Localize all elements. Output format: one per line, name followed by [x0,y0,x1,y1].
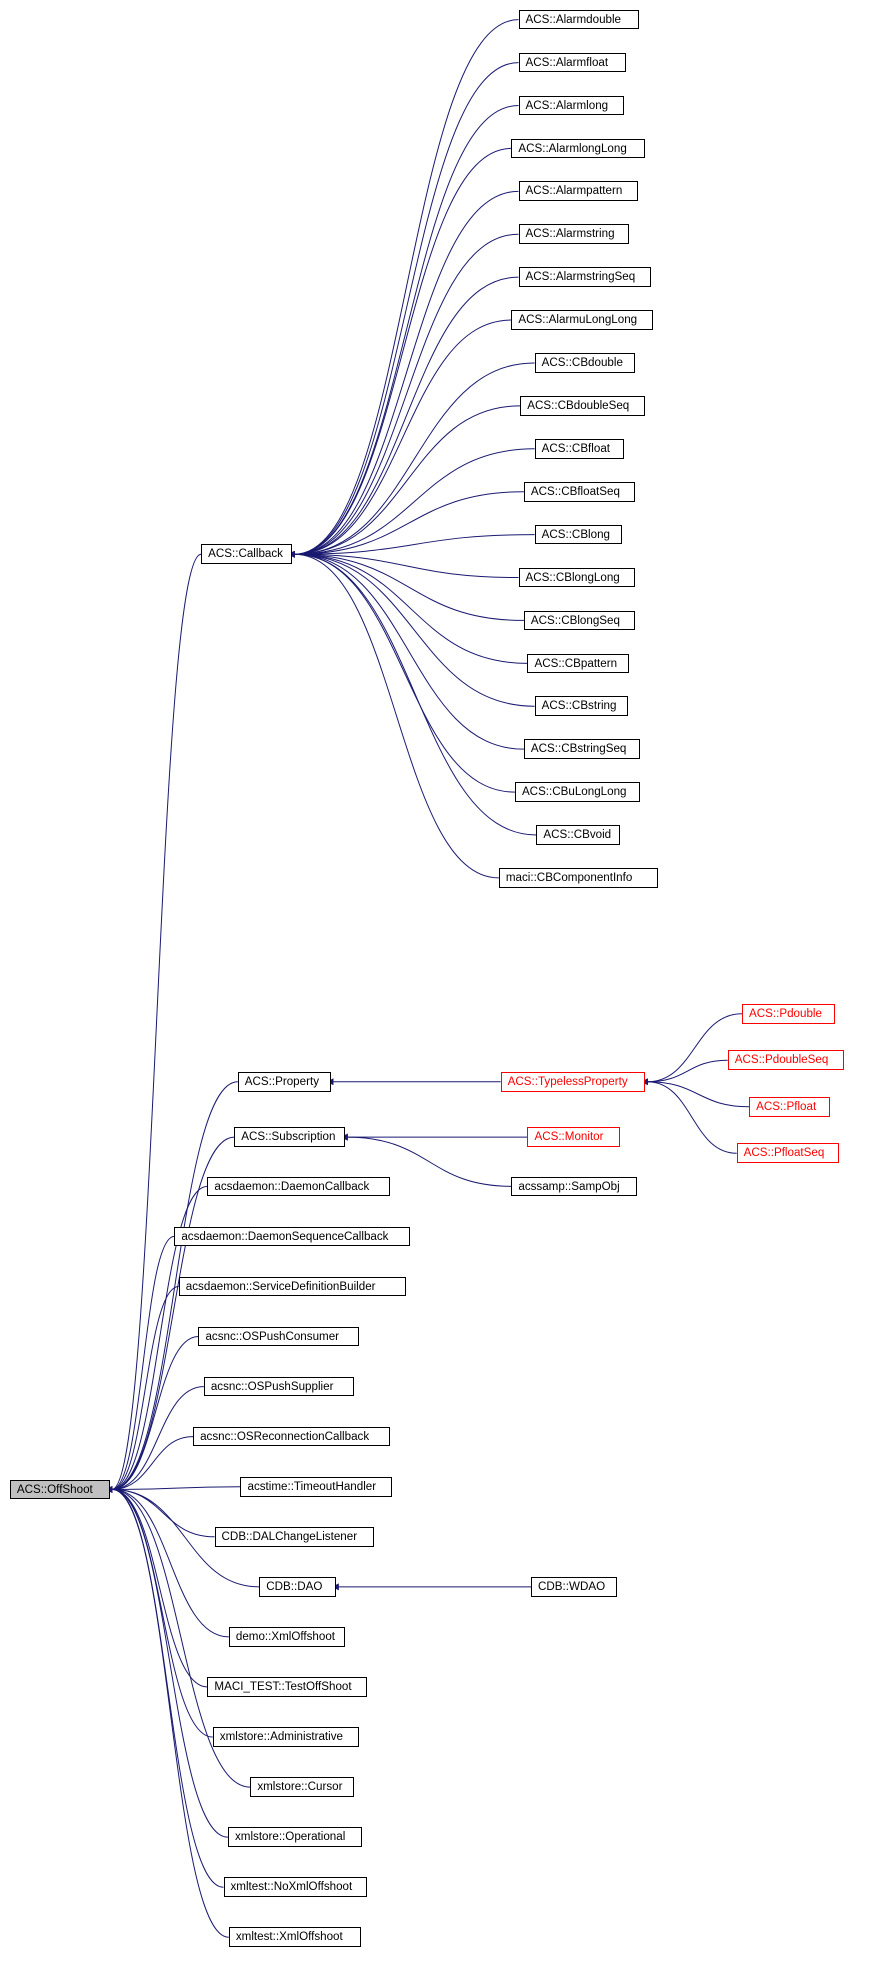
class-node-ospushsupplier[interactable]: acsnc::OSPushSupplier [204,1377,354,1397]
class-node-cbvoid[interactable]: ACS::CBvoid [536,825,620,845]
inheritance-edge [294,234,518,554]
class-node-alarmlong[interactable]: ACS::Alarmlong [519,96,624,116]
class-node-cbcomponentinfo[interactable]: maci::CBComponentInfo [499,868,658,888]
class-node-typelessproperty[interactable]: ACS::TypelessProperty [501,1072,646,1092]
inheritance-edge [647,1082,736,1154]
class-node-cbdouble[interactable]: ACS::CBdouble [535,353,635,373]
class-node-timeouthandler[interactable]: acstime::TimeoutHandler [240,1477,392,1497]
inheritance-edge [112,1489,213,1737]
class-node-alarmstringseq[interactable]: ACS::AlarmstringSeq [519,267,651,287]
inheritance-edge [294,554,524,749]
class-node-xmlstoreop[interactable]: xmlstore::Operational [228,1827,362,1847]
class-node-cblongseq[interactable]: ACS::CBlongSeq [524,611,635,631]
inheritance-edge [294,554,524,620]
inheritance-edge [294,554,515,792]
inheritance-edges [0,0,869,1963]
inheritance-edge [112,1489,207,1687]
class-node-dalchangelistener[interactable]: CDB::DALChangeListener [215,1527,374,1547]
class-node-noxmloffshoot[interactable]: xmltest::NoXmlOffshoot [224,1877,367,1897]
class-node-cdbdao[interactable]: CDB::DAO [259,1577,336,1597]
inheritance-edge [294,105,518,554]
class-node-alarmlonglong[interactable]: ACS::AlarmlongLong [511,139,645,159]
class-node-cblonglong[interactable]: ACS::CBlongLong [519,568,635,588]
class-node-cbstringseq[interactable]: ACS::CBstringSeq [524,739,640,759]
inheritance-edge [294,363,534,554]
inheritance-edge [294,554,527,663]
class-node-xmloffshootdemo[interactable]: demo::XmlOffshoot [229,1627,345,1647]
inheritance-edge [112,1489,229,1937]
class-node-cdbwdao[interactable]: CDB::WDAO [531,1577,617,1597]
inheritance-edge [112,1489,229,1637]
inheritance-edge [294,554,536,835]
class-node-svcdefbuilder[interactable]: acsdaemon::ServiceDefinitionBuilder [179,1277,406,1297]
inheritance-edge [294,277,518,554]
class-node-xmlstoreadmin[interactable]: xmlstore::Administrative [213,1727,360,1747]
class-node-monitor[interactable]: ACS::Monitor [527,1127,620,1147]
inheritance-edge [112,1337,199,1490]
class-node-xmlstorecursor[interactable]: xmlstore::Cursor [250,1777,354,1797]
class-node-ospushconsumer[interactable]: acsnc::OSPushConsumer [198,1327,359,1347]
class-node-offshoot[interactable]: ACS::OffShoot [10,1480,110,1500]
class-node-daemoncb[interactable]: acsdaemon::DaemonCallback [207,1177,389,1197]
class-node-cbfloat[interactable]: ACS::CBfloat [535,439,624,459]
inheritance-edge [294,320,511,554]
class-node-xmltestoffshoot[interactable]: xmltest::XmlOffshoot [229,1927,361,1947]
inheritance-edge [112,1489,215,1536]
inheritance-edge [112,1489,228,1837]
inheritance-edge [647,1060,727,1081]
class-node-pdoubleseq[interactable]: ACS::PdoubleSeq [728,1050,844,1070]
class-node-daemonseqcb[interactable]: acsdaemon::DaemonSequenceCallback [174,1227,410,1247]
class-node-testoffshoot[interactable]: MACI_TEST::TestOffShoot [207,1677,366,1697]
class-node-property[interactable]: ACS::Property [238,1072,331,1092]
inheritance-edge [294,449,534,554]
class-node-cblong[interactable]: ACS::CBlong [535,525,623,545]
class-node-alarmstring[interactable]: ACS::Alarmstring [519,224,630,244]
class-node-cbulonglong[interactable]: ACS::CBuLongLong [515,782,640,802]
inheritance-edge [294,554,499,878]
inheritance-edge [112,1286,179,1489]
inheritance-edge [112,1487,241,1490]
class-node-osreconncb[interactable]: acsnc::OSReconnectionCallback [193,1427,390,1447]
class-node-alarmulonglong[interactable]: ACS::AlarmuLongLong [511,310,652,330]
class-node-pfloatseq[interactable]: ACS::PfloatSeq [737,1143,839,1163]
class-node-pdouble[interactable]: ACS::Pdouble [742,1004,835,1024]
inheritance-edge [112,554,201,1489]
class-node-subscription[interactable]: ACS::Subscription [234,1127,345,1147]
class-node-cbpattern[interactable]: ACS::CBpattern [527,654,629,674]
inheritance-edge [647,1014,742,1082]
class-node-alarmdouble[interactable]: ACS::Alarmdouble [519,10,640,30]
class-node-cbstring[interactable]: ACS::CBstring [535,696,628,716]
class-node-alarmpattern[interactable]: ACS::Alarmpattern [519,181,639,201]
class-node-cbfloatseq[interactable]: ACS::CBfloatSeq [524,482,635,502]
class-node-cbdoubleseq[interactable]: ACS::CBdoubleSeq [520,396,645,416]
class-node-callback[interactable]: ACS::Callback [201,544,292,564]
class-node-pfloat[interactable]: ACS::Pfloat [749,1097,829,1117]
class-node-sampobj[interactable]: acssamp::SampObj [511,1177,636,1197]
class-node-alarmfloat[interactable]: ACS::Alarmfloat [519,53,626,73]
